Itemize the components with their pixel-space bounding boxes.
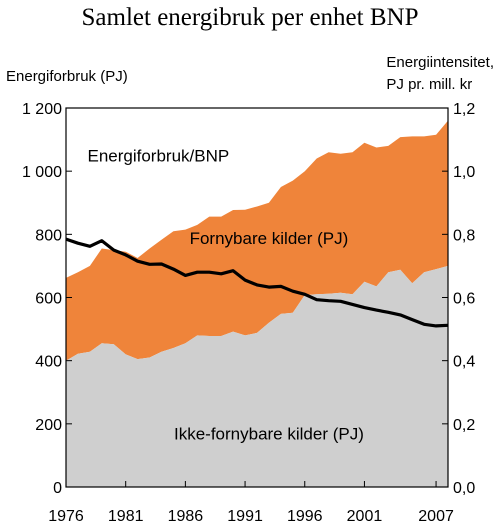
area-ikke-fornybare-kilder [66,265,448,487]
tick-label-x-1: 1981 [108,508,144,525]
tick-label-right-4: 0,8 [453,227,475,244]
tick-label-right-0: 0,0 [453,480,475,497]
chart-title: Samlet energibruk per enhet BNP [81,4,419,31]
tick-label-left-2: 400 [35,354,62,371]
tick-label-right-1: 0,2 [453,417,475,434]
line-energiforbruk-bnp [65,237,449,328]
tick-label-left-3: 600 [35,291,62,308]
tick-label-left-5: 1 000 [22,164,62,181]
plot-lines [65,237,449,328]
tick-label-right-2: 0,4 [453,354,475,371]
tick-label-x-4: 1996 [287,508,323,525]
annotation-2: Ikke-fornybare kilder (PJ) [174,425,364,444]
area-fornybare-kilder [66,120,448,361]
tick-label-x-0: 1976 [48,508,84,525]
tick-label-x-6: 2007 [418,508,454,525]
right-axis-label-line-1: Energiintensitet, [386,54,494,71]
left-axis-label: Energiforbruk (PJ) [6,68,128,85]
tick-label-x-3: 1991 [227,508,263,525]
plot-axes: 0 200 400 600 800 1 000 1 200 0,0 0,2 0,4 0,6 0,8 1,… [22,101,475,525]
right-axis-label-line-2: PJ pr. mill. kr [386,76,473,93]
tick-label-left-1: 200 [35,417,62,434]
plot-labels: Energiforbruk/BNP Fornybare kilder (PJ) Ik… [87,147,363,444]
tick-label-right-6: 1,2 [453,101,475,118]
tick-label-right-3: 0,6 [453,291,475,308]
tick-label-left-6: 1 200 [22,101,62,118]
tick-label-left-4: 800 [35,227,62,244]
tick-label-right-5: 1,0 [453,164,475,181]
tick-label-left-0: 0 [53,480,62,497]
tick-label-x-5: 2001 [347,508,383,525]
plot-areas [66,120,448,487]
annotation-0: Energiforbruk/BNP [87,147,229,166]
annotation-1: Fornybare kilder (PJ) [190,229,349,248]
right-axis-label: Energiintensitet, PJ pr. mill. kr [386,52,494,96]
tick-label-x-2: 1986 [168,508,204,525]
